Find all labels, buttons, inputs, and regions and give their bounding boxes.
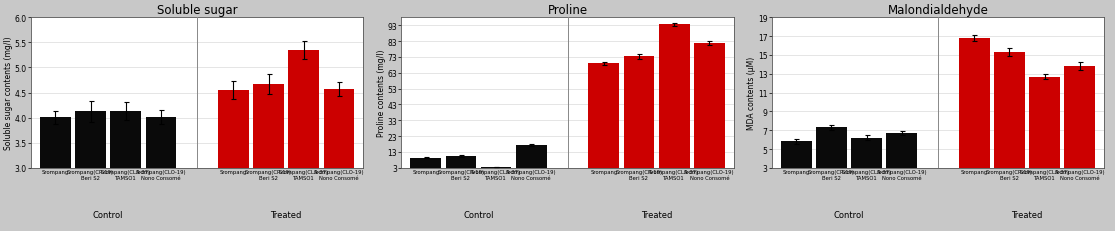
Bar: [40, 118, 70, 231]
Bar: [146, 117, 176, 231]
Bar: [253, 85, 284, 231]
Bar: [219, 91, 249, 231]
Bar: [780, 142, 812, 196]
Bar: [516, 145, 546, 173]
Text: Control: Control: [834, 210, 864, 219]
Title: Malondialdehyde: Malondialdehyde: [888, 4, 988, 17]
Bar: [75, 112, 106, 231]
Text: Treated: Treated: [1011, 210, 1043, 219]
Bar: [886, 134, 917, 196]
Bar: [589, 64, 619, 173]
Bar: [995, 53, 1025, 196]
Bar: [959, 39, 990, 196]
Y-axis label: MDA contents (μM): MDA contents (μM): [747, 57, 756, 130]
Bar: [1029, 77, 1060, 196]
Bar: [1065, 67, 1095, 196]
Bar: [623, 57, 655, 173]
Bar: [446, 156, 476, 173]
Bar: [694, 43, 725, 173]
Text: Control: Control: [464, 210, 494, 219]
Title: Soluble sugar: Soluble sugar: [157, 4, 237, 17]
Bar: [659, 25, 689, 173]
Bar: [816, 128, 846, 196]
Text: Treated: Treated: [641, 210, 672, 219]
Bar: [851, 138, 882, 196]
Bar: [110, 112, 142, 231]
Text: Control: Control: [93, 210, 124, 219]
Bar: [481, 167, 512, 173]
Title: Proline: Proline: [547, 4, 588, 17]
Y-axis label: Soluble sugar contents (mg/l): Soluble sugar contents (mg/l): [4, 36, 13, 150]
Text: Treated: Treated: [271, 210, 302, 219]
Y-axis label: Proline contents (mg/l): Proline contents (mg/l): [377, 50, 386, 137]
Bar: [289, 51, 319, 231]
Bar: [323, 90, 355, 231]
Bar: [410, 158, 442, 173]
